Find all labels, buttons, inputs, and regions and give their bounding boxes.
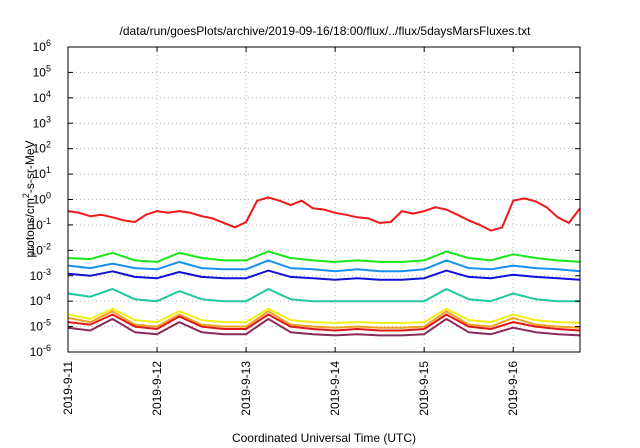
x-tick-label: 2019-9-13: [239, 361, 253, 416]
y-tick-base: 10: [30, 320, 44, 334]
y-tick-label: 104: [33, 89, 51, 105]
chart-title: /data/run/goesPlots/archive/2019-09-16/1…: [120, 24, 532, 38]
series-group: [67, 196, 581, 337]
y-tick-label: 106: [33, 38, 51, 54]
y-tick-label: 10-4: [30, 292, 51, 308]
y-tick-exponent: 1: [46, 165, 51, 175]
y-tick-exponent: 4: [46, 89, 51, 99]
series-line-3: [67, 259, 581, 273]
y-tick-label: 10-2: [30, 241, 51, 257]
y-tick-label: 10-3: [30, 267, 51, 283]
series-line-8: [67, 313, 581, 332]
y-tick-base: 10: [33, 142, 47, 156]
y-axis-label-superscript: 2: [21, 193, 31, 198]
y-tick-exponent: -5: [43, 318, 51, 328]
y-tick-base: 10: [30, 294, 44, 308]
y-tick-base: 10: [30, 345, 44, 359]
series-line-6: [67, 307, 581, 324]
y-axis-label: protons/cm2-s-sr-MeV: [21, 140, 37, 257]
y-tick-exponent: -6: [43, 343, 51, 353]
y-tick-label: 105: [33, 63, 51, 79]
y-tick-exponent: 2: [46, 140, 51, 150]
series-line-5: [67, 288, 580, 303]
y-tick-exponent: -2: [43, 241, 51, 251]
grid-lines: [67, 46, 580, 353]
x-tick-label: 2019-9-16: [506, 361, 520, 416]
y-tick-base: 10: [33, 65, 47, 79]
y-tick-label: 10-1: [30, 216, 51, 232]
y-tick-base: 10: [30, 243, 44, 257]
y-tick-label: 103: [33, 114, 51, 130]
y-tick-label: 10-6: [30, 343, 51, 359]
y-tick-label: 10-5: [30, 318, 51, 334]
x-axis: 2019-9-11 2019-9-12 2019-9-13 2019-9-14 2019…: [61, 47, 520, 416]
y-tick-base: 10: [30, 218, 44, 232]
y-tick-base: 10: [33, 91, 47, 105]
series-line-1: [67, 196, 581, 232]
y-axis-label-part-2: -s-sr-MeV: [23, 140, 37, 193]
x-tick-label: 2019-9-11: [61, 361, 75, 415]
series-line-7: [67, 310, 581, 329]
y-tick-base: 10: [33, 193, 47, 207]
series-line-9: [67, 317, 581, 337]
y-tick-base: 10: [33, 116, 47, 130]
y-tick-exponent: 6: [46, 38, 51, 48]
y-axis: 10-610-510-410-310-210-11001011021031041…: [30, 38, 580, 359]
y-tick-exponent: 3: [46, 114, 51, 124]
y-tick-base: 10: [33, 167, 47, 181]
y-tick-exponent: -1: [43, 216, 51, 226]
x-tick-label: 2019-9-14: [328, 361, 342, 416]
y-tick-label: 102: [33, 140, 51, 156]
x-tick-label: 2019-9-15: [417, 361, 431, 416]
y-tick-label: 100: [33, 191, 51, 207]
y-tick-base: 10: [30, 269, 44, 283]
x-tick-label: 2019-9-12: [150, 361, 164, 416]
series-line-2: [67, 250, 581, 263]
y-tick-base: 10: [33, 40, 47, 54]
y-tick-exponent: -4: [43, 292, 51, 302]
y-axis-label-part-1: protons/cm: [23, 198, 37, 257]
x-axis-label: Coordinated Universal Time (UTC): [232, 431, 416, 445]
y-tick-label: 101: [33, 165, 51, 181]
series-line-4: [67, 269, 581, 281]
y-tick-exponent: 0: [46, 191, 51, 201]
y-tick-exponent: 5: [46, 63, 51, 73]
y-tick-exponent: -3: [43, 267, 51, 277]
